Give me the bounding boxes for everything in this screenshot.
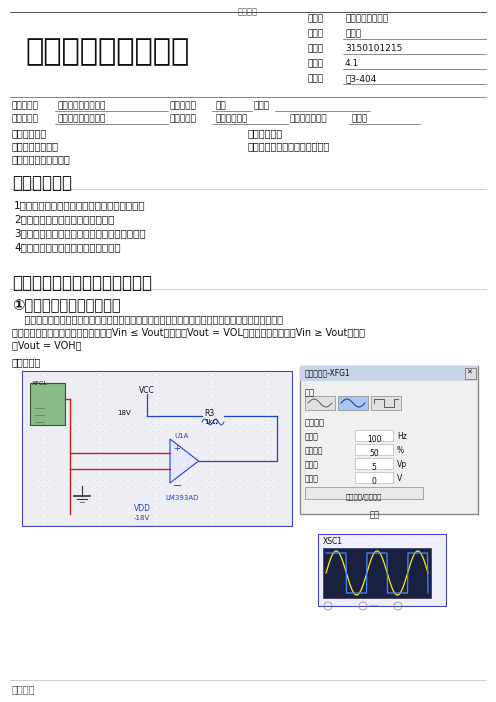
FancyBboxPatch shape: [305, 487, 423, 499]
Text: 一、实验目的: 一、实验目的: [12, 128, 47, 138]
Text: 电路与电子技术实验: 电路与电子技术实验: [58, 101, 106, 110]
FancyBboxPatch shape: [465, 368, 476, 379]
FancyBboxPatch shape: [30, 383, 65, 425]
Text: XFGL: XFGL: [32, 381, 48, 386]
Text: 四、实验数据记录、处理与分析: 四、实验数据记录、处理与分析: [248, 141, 330, 151]
Text: 测量正弦波的频率和信率。当输入电压Vin ≤ Vout时，输出Vout = VOL；反之，当输入电压Vin ≥ Vout时，输: 测量正弦波的频率和信率。当输入电压Vin ≤ Vout时，输出Vout = VO…: [12, 327, 365, 337]
Text: 同组学生姓名：: 同组学生姓名：: [290, 114, 328, 123]
Text: 电子电路实验: 电子电路实验: [215, 114, 247, 123]
Text: 电气工程卓越人才: 电气工程卓越人才: [345, 14, 388, 23]
Text: 学号：: 学号：: [308, 44, 324, 53]
FancyBboxPatch shape: [318, 534, 446, 606]
Text: 幅值：: 幅值：: [305, 460, 319, 469]
Text: 指导老师：: 指导老师：: [170, 101, 197, 110]
Text: 五、思考题及实验心得: 五、思考题及实验心得: [12, 154, 71, 164]
Text: VDD: VDD: [133, 504, 150, 513]
Text: 0: 0: [372, 477, 376, 486]
Text: 1．了解电压比较器与运算放大器的性能区别；: 1．了解电压比较器与运算放大器的性能区别；: [14, 200, 146, 210]
FancyBboxPatch shape: [300, 366, 478, 514]
FancyBboxPatch shape: [355, 458, 393, 469]
FancyBboxPatch shape: [355, 444, 393, 455]
Text: 100: 100: [367, 435, 381, 444]
Text: ①【过零电压比较器电路】: ①【过零电压比较器电路】: [12, 298, 121, 313]
FancyBboxPatch shape: [22, 371, 292, 526]
Text: 信号选项: 信号选项: [305, 418, 325, 427]
Text: 东3-404: 东3-404: [345, 74, 376, 83]
Text: 姓名：: 姓名：: [308, 29, 324, 38]
FancyBboxPatch shape: [371, 396, 401, 410]
Text: 3150101215: 3150101215: [345, 44, 402, 53]
Text: VCC: VCC: [139, 386, 155, 395]
Text: 实验仿真：: 实验仿真：: [12, 357, 41, 367]
Text: 2．掌握电压比较器的结构及特点；: 2．掌握电压比较器的结构及特点；: [14, 214, 115, 224]
Text: +: +: [173, 444, 180, 453]
Text: —: —: [368, 600, 378, 610]
Text: 课程名称：: 课程名称：: [12, 101, 39, 110]
Text: 周菊: 周菊: [215, 101, 226, 110]
Text: 二、实验数据记录、处理与分析: 二、实验数据记录、处理与分析: [12, 274, 152, 292]
Text: 文案大全: 文案大全: [12, 684, 36, 694]
Text: 出Vout = VOH。: 出Vout = VOH。: [12, 340, 81, 350]
Text: R3: R3: [204, 409, 214, 418]
Text: 二、实验内容: 二、实验内容: [248, 128, 283, 138]
Text: 实用文档: 实用文档: [238, 7, 258, 16]
Polygon shape: [170, 439, 198, 483]
Text: ✕: ✕: [466, 369, 472, 375]
Text: 地点：: 地点：: [308, 74, 324, 83]
Text: 1kΩ: 1kΩ: [204, 419, 218, 425]
Text: 邓江载: 邓江载: [352, 114, 368, 123]
Text: 4．学习比较器在电路设计中的应用。: 4．学习比较器在电路设计中的应用。: [14, 242, 121, 252]
Text: 成绩：: 成绩：: [254, 101, 270, 110]
Text: 过零电压比较器是电压比较电路的基本结构，它可将交流信号特化为同频率的双极性矩形波。常用于: 过零电压比较器是电压比较电路的基本结构，它可将交流信号特化为同频率的双极性矩形波…: [12, 314, 283, 324]
FancyBboxPatch shape: [323, 548, 431, 598]
Text: 3．掌握电压比较器电压传输特性的测试方法；: 3．掌握电压比较器电压传输特性的测试方法；: [14, 228, 146, 238]
Text: 一、实验目的: 一、实验目的: [12, 174, 72, 192]
Text: 4.1: 4.1: [345, 59, 359, 68]
Text: 普通: 普通: [370, 510, 380, 519]
Text: 占空比：: 占空比：: [305, 446, 323, 455]
Text: 日期：: 日期：: [308, 59, 324, 68]
Text: V: V: [397, 474, 402, 483]
Text: 波形: 波形: [305, 388, 315, 397]
Text: −: −: [173, 481, 183, 491]
Text: 实验名称：: 实验名称：: [12, 114, 39, 123]
FancyBboxPatch shape: [338, 396, 368, 410]
FancyBboxPatch shape: [305, 396, 335, 410]
FancyBboxPatch shape: [300, 366, 478, 381]
Text: 频率：: 频率：: [305, 432, 319, 441]
Text: Hz: Hz: [397, 432, 407, 441]
Text: %: %: [397, 446, 404, 455]
Text: 、浙江大学实验报告: 、浙江大学实验报告: [25, 37, 189, 66]
Text: 实验类型：: 实验类型：: [170, 114, 197, 123]
Text: 50: 50: [369, 449, 379, 458]
Text: 三、主要仪器设备: 三、主要仪器设备: [12, 141, 59, 151]
Text: XSC1: XSC1: [323, 537, 343, 546]
Text: 电压比较器及其应用: 电压比较器及其应用: [58, 114, 106, 123]
Text: 设置上升/下降时间: 设置上升/下降时间: [346, 493, 382, 500]
Text: Vp: Vp: [397, 460, 407, 469]
FancyBboxPatch shape: [355, 430, 393, 441]
Text: 偏置：: 偏置：: [305, 474, 319, 483]
Text: -18V: -18V: [134, 515, 150, 521]
Text: 卢倩平: 卢倩平: [345, 29, 361, 38]
Text: 5: 5: [372, 463, 376, 472]
FancyBboxPatch shape: [355, 472, 393, 483]
Text: 专业：: 专业：: [308, 14, 324, 23]
Text: 18V: 18V: [117, 410, 131, 416]
Text: LM393AD: LM393AD: [165, 495, 198, 501]
Text: U1A: U1A: [174, 433, 188, 439]
Text: 函数发生器-XFG1: 函数发生器-XFG1: [305, 368, 351, 377]
